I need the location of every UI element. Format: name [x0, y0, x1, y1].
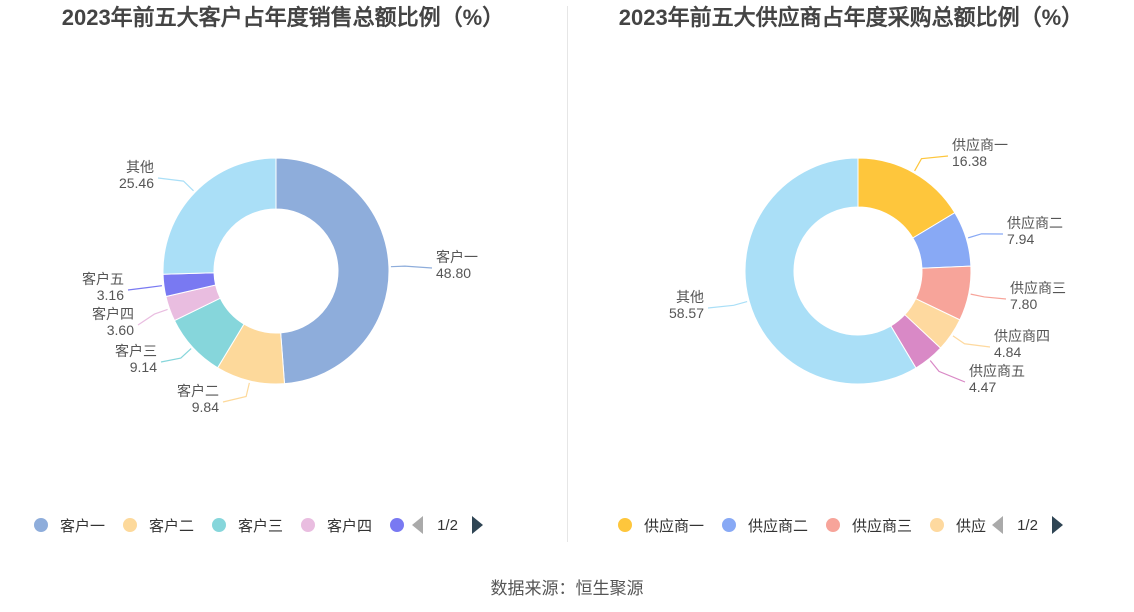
slice-value-label: 58.57: [669, 305, 704, 321]
slice-value-label: 9.84: [192, 399, 219, 415]
slice-name-label: 客户一: [436, 249, 478, 265]
slice-name-label: 供应商二: [1007, 215, 1063, 231]
panel-divider: [567, 6, 568, 542]
legend-dot: [34, 518, 48, 532]
leader-line: [914, 155, 949, 172]
leader-line: [707, 301, 748, 309]
legend-item-supplier-4[interactable]: 供应: [930, 515, 986, 536]
legend-item-customer-4[interactable]: 客户四: [301, 515, 372, 536]
slice-name-label: 其他: [126, 159, 154, 175]
legend-label: 客户三: [238, 517, 284, 535]
slice-value-label: 48.80: [436, 265, 471, 281]
slice-name-label: 供应商一: [952, 137, 1008, 153]
customer-chart-panel: 2023年前五大客户占年度销售总额比例（%） 客户一 48.80 客户二 9.84 客户…: [0, 0, 566, 545]
leader-line: [127, 285, 163, 291]
supplier-legend: 供应商一 供应商二 供应商三 供应 1/2: [568, 512, 1134, 538]
slice-value-label: 3.60: [107, 322, 134, 338]
pie-slice[interactable]: [162, 157, 277, 275]
legend-item-customer-2[interactable]: 客户二: [123, 515, 194, 536]
leader-line: [390, 265, 433, 269]
slice-value-label: 9.14: [130, 359, 157, 375]
prev-page-icon[interactable]: [412, 516, 424, 534]
legend-label: 供应商一: [644, 517, 705, 535]
slice-name-label: 客户五: [82, 271, 124, 287]
pie-slice[interactable]: [744, 157, 917, 385]
legend-dot: [301, 518, 316, 532]
legend-item-supplier-3[interactable]: 供应商三: [826, 515, 912, 536]
next-page-icon[interactable]: [1051, 516, 1063, 534]
slice-name-label: 客户三: [115, 343, 157, 359]
slice-value-label: 7.80: [1010, 296, 1037, 312]
legend-label: 客户二: [149, 517, 195, 535]
supplier-chart-panel: 2023年前五大供应商占年度采购总额比例（%） 供应商一 16.38 供应商二 7.9…: [568, 0, 1134, 545]
leader-line: [222, 382, 250, 403]
pie-slice[interactable]: [275, 157, 390, 385]
legend-label: 客户一: [60, 517, 106, 535]
slice-name-label: 客户四: [92, 306, 134, 322]
legend-label: 供应商三: [852, 517, 913, 535]
slice-value-label: 7.94: [1007, 231, 1034, 247]
legend-item-customer-5[interactable]: [390, 518, 405, 532]
slice-name-label: 客户二: [177, 383, 219, 399]
leader-line: [160, 348, 192, 363]
legend-dot: [618, 518, 632, 532]
slice-value-label: 3.16: [97, 287, 124, 303]
pager-text: 1/2: [1017, 516, 1038, 534]
legend-item-customer-3[interactable]: 客户三: [212, 515, 283, 536]
pager-text: 1/2: [437, 516, 458, 534]
customer-chart-title: 2023年前五大客户占年度销售总额比例（%）: [61, 5, 505, 30]
legend-item-supplier-1[interactable]: 供应商一: [618, 515, 704, 536]
slice-name-label: 供应商四: [994, 328, 1050, 344]
leader-line: [137, 308, 168, 326]
legend-item-customer-1[interactable]: 客户一: [34, 515, 105, 536]
supplier-chart-title: 2023年前五大供应商占年度采购总额比例（%）: [618, 5, 1084, 30]
slice-name-label: 供应商三: [1010, 280, 1066, 296]
slice-value-label: 4.84: [994, 344, 1021, 360]
leader-line: [970, 293, 1007, 300]
legend-pager: 1/2: [412, 516, 483, 534]
legend-dot: [930, 518, 945, 532]
legend-dot: [123, 518, 138, 532]
next-page-icon[interactable]: [471, 516, 483, 534]
slice-value-label: 4.47: [969, 379, 996, 395]
leader-line: [967, 233, 1004, 239]
slice-name-label: 其他: [676, 289, 704, 305]
legend-pager: 1/2: [992, 516, 1063, 534]
legend-label: 客户四: [327, 517, 373, 535]
leader-line: [952, 335, 991, 348]
legend-dot: [826, 518, 841, 532]
slice-value-label: 16.38: [952, 153, 987, 169]
legend-item-supplier-2[interactable]: 供应商二: [722, 515, 808, 536]
slice-name-label: 供应商五: [969, 363, 1025, 379]
customer-legend: 客户一 客户二 客户三 客户四 1/2: [0, 512, 566, 538]
data-source: 数据来源：恒生聚源: [490, 579, 644, 598]
legend-dot: [390, 518, 405, 532]
legend-dot: [212, 518, 227, 532]
leader-line: [157, 177, 194, 192]
legend-label: 供应商二: [748, 517, 809, 535]
slice-value-label: 25.46: [119, 175, 154, 191]
leader-line: [929, 360, 966, 383]
legend-label: 供应: [956, 517, 987, 535]
prev-page-icon[interactable]: [992, 516, 1004, 534]
legend-dot: [722, 518, 737, 532]
